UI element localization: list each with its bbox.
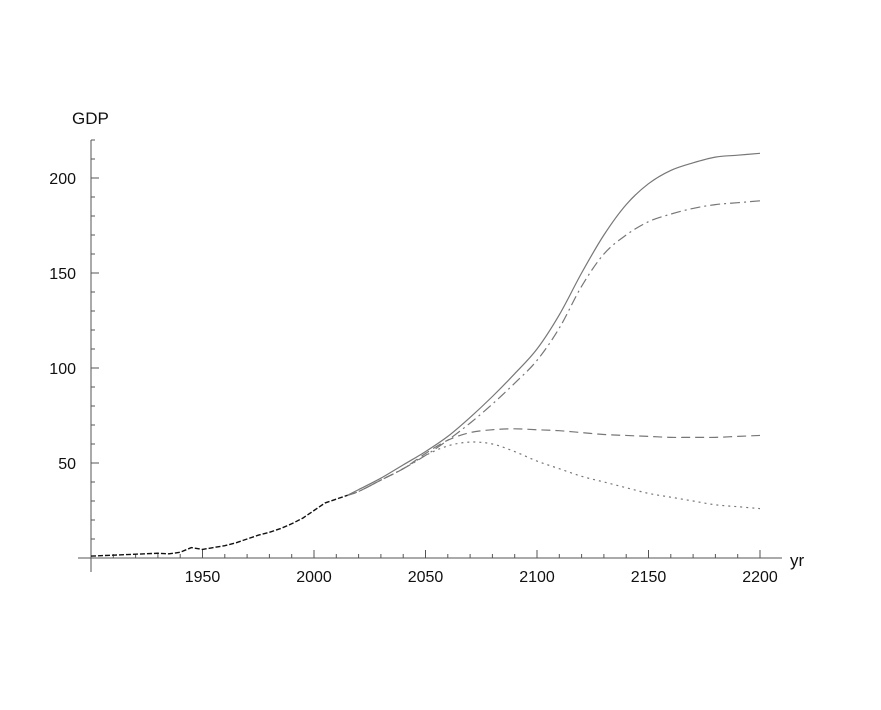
y-axis-title: GDP xyxy=(72,109,109,128)
x-tick-label: 2150 xyxy=(631,569,667,586)
y-tick-label: 100 xyxy=(49,361,76,378)
x-tick-label: 2050 xyxy=(408,569,444,586)
x-tick-label: 2200 xyxy=(742,569,778,586)
x-tick-label: 2000 xyxy=(296,569,332,586)
y-tick-label: 50 xyxy=(58,456,76,473)
x-tick-label: 1950 xyxy=(185,569,221,586)
axes xyxy=(78,140,782,572)
series-line-dash-dot xyxy=(347,200,761,496)
series-line-solid xyxy=(347,152,761,496)
series-line-dotted xyxy=(347,441,761,510)
series-lines xyxy=(90,152,761,557)
historical-gdp-line xyxy=(90,494,348,557)
ticks: 1950 2000 2050 2100 2150 2200 50 100 150 200 xyxy=(49,139,778,586)
y-tick-label: 200 xyxy=(49,171,76,188)
y-tick-label: 150 xyxy=(49,266,76,283)
series-line-long-dash xyxy=(347,428,761,496)
x-tick-label: 2100 xyxy=(519,569,555,586)
x-axis-title: yr xyxy=(790,551,805,570)
